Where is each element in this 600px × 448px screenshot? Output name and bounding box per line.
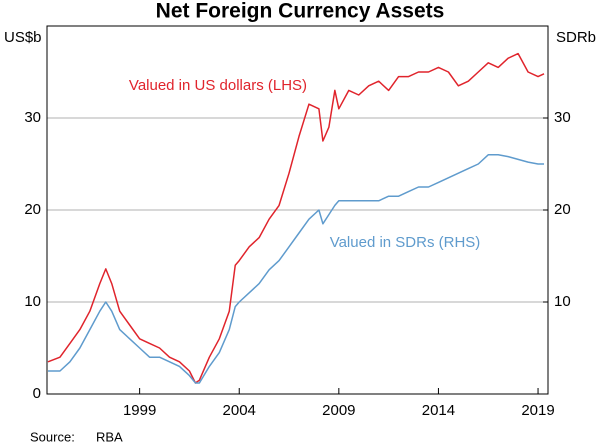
- x-tick-label: 2004: [223, 402, 256, 419]
- x-tick-label: 2019: [521, 402, 554, 419]
- y2-tick-label: 20: [554, 201, 571, 218]
- x-tick-label: 2009: [322, 402, 355, 419]
- series-line: [48, 154, 545, 384]
- y-tick-label: 20: [24, 201, 41, 218]
- source-label: Source:: [30, 429, 75, 444]
- chart-title: Net Foreign Currency Assets: [156, 0, 445, 23]
- y-tick-label: 0: [33, 385, 41, 402]
- plot-frame: [46, 25, 549, 395]
- x-tick-label: 1999: [123, 402, 156, 419]
- annotation: Valued in US dollars (LHS): [129, 77, 307, 94]
- annotation: Valued in SDRs (RHS): [330, 234, 481, 251]
- y2-axis-label: SDRb: [556, 29, 596, 46]
- y-tick-label: 30: [24, 109, 41, 126]
- x-tick-label: 2014: [422, 402, 455, 419]
- y-tick-label: 10: [24, 293, 41, 310]
- source: RBA: [96, 429, 123, 444]
- y-axis-label: US$b: [4, 29, 42, 46]
- y2-tick-label: 30: [554, 109, 571, 126]
- y2-tick-label: 10: [554, 293, 571, 310]
- series-line: [47, 52, 545, 384]
